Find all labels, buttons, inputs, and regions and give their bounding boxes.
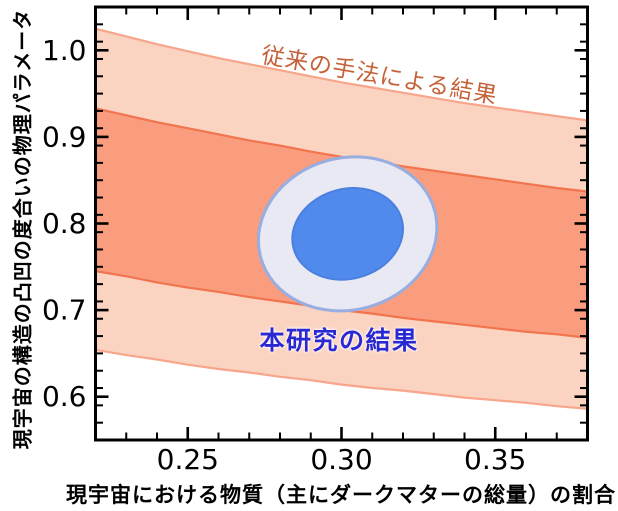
x-tick-label: 0.30: [310, 443, 372, 476]
plot-area-group: [95, 27, 588, 410]
y-tick-label: 0.8: [42, 207, 87, 240]
y-axis-title: 現宇宙の構造の凸凹の度合いの物理パラメータ: [10, 8, 35, 450]
band-2sigma-lower-edge: [95, 348, 588, 410]
band-2sigma-upper-edge: [95, 27, 588, 122]
x-tick-label: 0.25: [157, 443, 219, 476]
x-tick-label: 0.35: [464, 443, 526, 476]
this-work-label: 本研究の結果: [259, 326, 419, 355]
y-tick-label: 0.6: [42, 380, 87, 413]
y-tick-label: 0.9: [42, 120, 87, 153]
x-axis-title: 現宇宙における物質（主にダークマターの総量）の割合: [66, 483, 616, 507]
contour-68%: [291, 187, 404, 281]
y-tick-label: 1.0: [42, 34, 87, 67]
y-tick-label: 0.7: [42, 294, 87, 327]
